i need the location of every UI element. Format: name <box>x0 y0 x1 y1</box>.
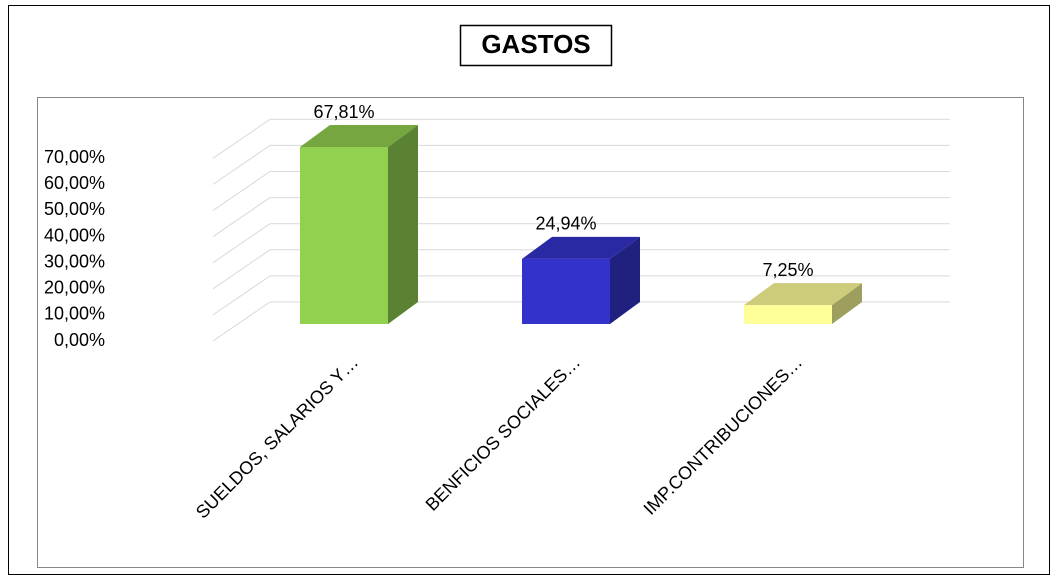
plot-frame <box>37 97 1024 568</box>
bar <box>300 125 418 324</box>
bar <box>744 283 862 324</box>
grid-line <box>212 171 271 211</box>
bar-side <box>388 125 418 324</box>
y-tick-label: 20,00% <box>44 278 105 298</box>
bar-front <box>744 305 832 324</box>
value-label: 7,25% <box>762 260 813 280</box>
grid-line <box>212 275 271 316</box>
bar-top <box>522 236 640 259</box>
y-tick-label: 50,00% <box>44 199 105 219</box>
bar-side <box>832 283 862 324</box>
y-tick-label: 10,00% <box>44 304 105 324</box>
y-tick-label: 30,00% <box>44 251 105 271</box>
y-tick-label: 40,00% <box>44 225 105 245</box>
bar-side <box>610 236 640 324</box>
grid-line <box>212 249 271 290</box>
bar <box>522 236 640 324</box>
value-label: 67,81% <box>313 102 374 122</box>
bar-top <box>300 125 418 147</box>
bar-top <box>744 283 862 306</box>
grid-line <box>212 118 271 159</box>
grid-line <box>212 223 271 264</box>
y-tick-label: 0,00% <box>54 330 105 350</box>
chart-title: GASTOS <box>481 29 590 59</box>
y-tick-label: 70,00% <box>44 147 105 167</box>
grid-line <box>212 301 271 342</box>
grid-line <box>212 144 271 185</box>
bar-front <box>300 147 388 324</box>
y-tick-label: 60,00% <box>44 173 105 193</box>
bar-front <box>522 258 610 324</box>
value-label: 24,94% <box>535 214 596 234</box>
title-box <box>459 24 613 67</box>
grid-line <box>212 197 271 238</box>
